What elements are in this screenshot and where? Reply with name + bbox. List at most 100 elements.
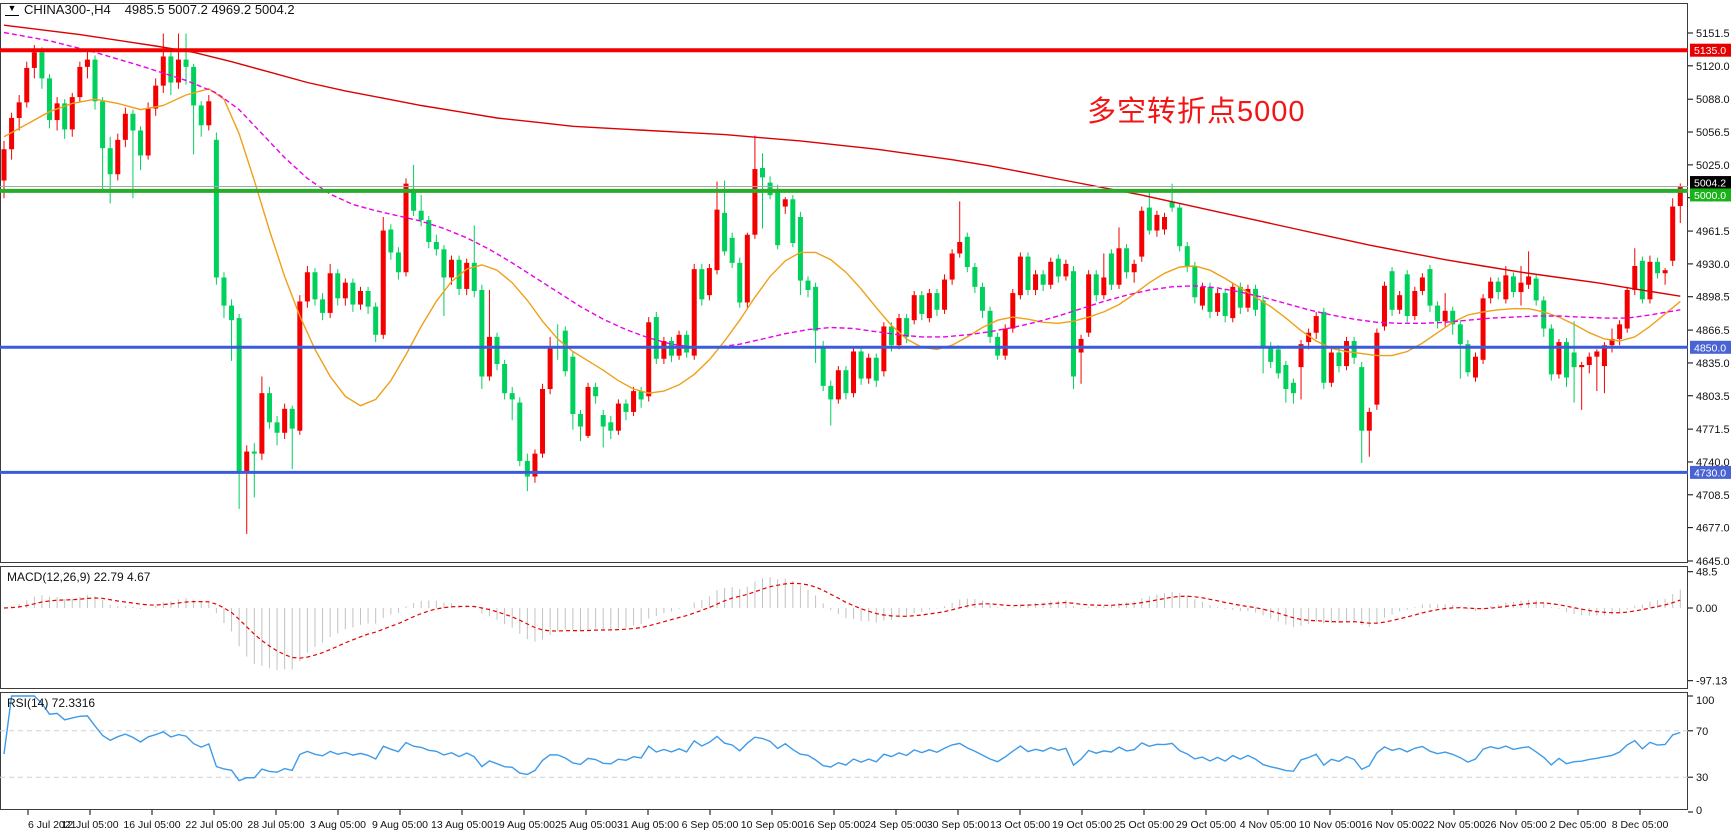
horizontal-level-lines[interactable] [0,48,1688,474]
bear-candle [577,414,583,427]
bull-candle [357,291,363,305]
bull-candle [380,230,386,335]
bear-candle [509,393,515,400]
bull-candle [866,357,872,379]
date-tick-label: 25 Aug 05:00 [555,819,617,831]
ma-fast-orange-line [3,88,1681,407]
bear-candle [608,422,614,431]
bull-candle [1556,342,1562,375]
bear-candle [638,391,644,400]
bull-candle [1116,248,1122,285]
price-badge [1690,176,1731,190]
date-tick-label: 6 Jul 2021 [28,819,77,831]
symbol-dropdown-icon[interactable]: ▼ [5,3,19,16]
bear-candle [221,277,227,306]
text-annotation[interactable]: 多空转折点5000 [1087,96,1306,128]
date-tick-label: 12 Jul 05:00 [61,819,118,831]
bull-candle [1215,293,1221,312]
bear-candle [964,236,970,268]
price-tick-label: 4898.5 [1696,292,1730,304]
bear-candle [843,370,849,394]
macd-indicator-label: MACD(12,26,9) 22.79 4.67 [7,570,151,584]
bear-candle [684,334,690,353]
bull-candle [540,388,546,454]
bear-candle [426,220,432,243]
bull-candle [9,117,15,150]
bull-candle [1526,276,1532,285]
bull-candle [1344,341,1350,367]
bear-candle [1457,324,1463,345]
macd-panel[interactable]: 48.5 0.00 -97.13 [3,567,1727,688]
bull-candle [1670,206,1676,261]
date-tick-label: 22 Nov 05:00 [1423,819,1486,831]
chart-title: CHINA300-,H4 4985.5 5007.2 4969.2 5004.2 [24,2,295,17]
price-tick-label: 5120.0 [1696,61,1730,73]
rsi-panel[interactable]: 100 70 30 0 [0,695,1714,817]
candlestick-series[interactable] [1,33,1683,534]
bear-candle [107,148,113,175]
bear-candle [335,273,341,299]
bull-candle [1419,277,1425,292]
date-tick-label: 9 Aug 05:00 [372,819,428,831]
rsi-axis-label: 100 [1696,695,1714,707]
bear-candle [934,293,940,310]
date-tick-label: 16 Nov 05:00 [1361,819,1424,831]
bull-candle [547,346,553,389]
bear-candle [251,451,257,454]
date-tick-label: 16 Jul 05:00 [123,819,180,831]
bull-candle [851,351,857,394]
price-tick-label: 4708.5 [1696,490,1730,502]
bear-candle [858,351,864,379]
bear-candle [623,403,629,412]
date-tick-label: 13 Oct 05:00 [990,819,1050,831]
bear-candle [1040,274,1046,285]
bull-candle [54,103,60,121]
bear-candle [1336,352,1342,367]
price-badge [1690,188,1731,202]
rsi-axis-label: 30 [1696,772,1708,784]
bear-candle [1510,276,1516,293]
bull-candle [1298,344,1304,368]
bull-candle [1624,289,1630,329]
bear-candle [1260,300,1266,347]
price-badge-label: 5135.0 [1694,45,1726,57]
bear-candle [972,267,978,287]
bull-candle [752,169,758,235]
bear-candle [1124,248,1130,273]
date-tick-label: 13 Aug 05:00 [431,819,493,831]
bull-candle [160,56,166,86]
bull-candle [1101,277,1107,296]
bull-candle [661,341,667,359]
bull-candle [676,334,682,356]
bull-candle [84,59,90,67]
bull-candle [714,209,720,271]
bull-candle [1306,332,1312,343]
bear-candle [471,262,477,292]
ma-slow-red-line [3,24,1681,297]
price-tick-label: 4866.5 [1696,325,1730,337]
bear-candle [873,357,879,381]
bear-candle [1169,201,1175,208]
price-tick-label: 5025.0 [1696,160,1730,172]
bull-candle [1579,365,1585,368]
price-badge-label: 5004.2 [1694,178,1726,190]
bull-candle [1442,310,1448,322]
bull-candle [244,451,250,473]
bear-candle [888,326,894,346]
bear-candle [418,210,424,221]
bull-candle [449,259,455,278]
bear-candle [570,356,576,415]
bear-candle [828,385,834,400]
bull-candle [16,102,22,118]
bear-candle [1655,261,1661,274]
bull-candle [835,370,841,400]
rsi-line [3,695,1681,782]
date-tick-label: 29 Oct 05:00 [1176,819,1236,831]
bull-candle [942,279,948,310]
bull-candle [153,85,159,109]
bear-candle [1275,349,1281,374]
macd-signal-line [3,582,1681,659]
macd-axis-label: -97.13 [1696,676,1727,688]
